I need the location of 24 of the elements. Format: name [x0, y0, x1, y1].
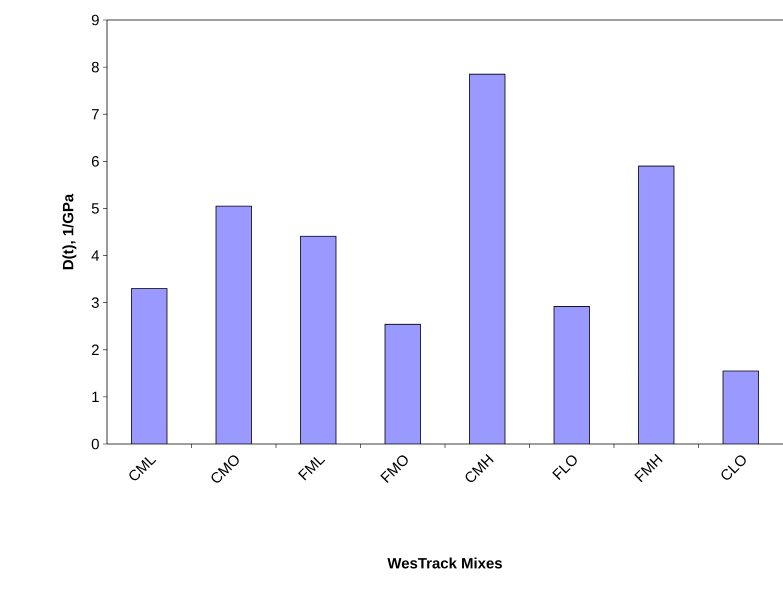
x-tick-label: CML: [129, 457, 156, 480]
y-tick-label: 4: [92, 250, 100, 261]
y-tick-label: 2: [92, 344, 99, 355]
bar: [300, 236, 336, 444]
bar: [722, 370, 759, 444]
y-tick-label: 3: [92, 297, 99, 308]
y-tick-label: 5: [92, 203, 99, 214]
y-tick-label: 1: [92, 392, 99, 402]
x-tick-label: FML: [298, 457, 326, 481]
bar: [132, 288, 167, 444]
x-tick-label: FLO: [552, 455, 577, 480]
x-tick-label: CLO: [721, 455, 746, 480]
y-axis-title: D(t), 1/GPa: [62, 194, 76, 270]
x-axis-title: WesTrack Mixes: [387, 558, 502, 568]
y-tick-label: 0: [92, 438, 99, 450]
y-tick-label: 8: [92, 62, 99, 72]
y-tick-label: 6: [92, 156, 99, 167]
y-tick-label: 9: [92, 14, 99, 26]
bar: [554, 306, 590, 444]
bar: [470, 74, 505, 444]
bar: [385, 324, 420, 444]
bar: [638, 166, 674, 444]
bar: [216, 206, 252, 444]
y-tick-label: 7: [92, 109, 99, 120]
